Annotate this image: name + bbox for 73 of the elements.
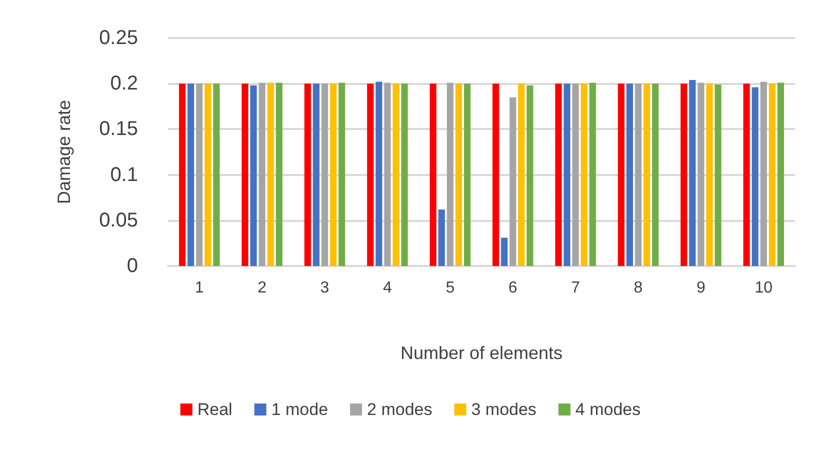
bar (518, 84, 525, 266)
bar (752, 87, 758, 266)
x-tick-label: 10 (754, 280, 773, 296)
bar (430, 84, 436, 266)
legend-label: 1 mode (271, 400, 328, 419)
bar (572, 84, 579, 266)
legend-label: 4 modes (575, 400, 641, 419)
bar (644, 84, 650, 266)
bar (743, 84, 750, 266)
bar (401, 84, 408, 266)
y-tick-label: 0.15 (99, 118, 138, 140)
y-tick-label: 0.1 (110, 164, 138, 186)
bar (204, 84, 212, 266)
bar (626, 84, 633, 266)
y-axis-title: Damage rate (54, 100, 74, 204)
bar (706, 84, 713, 266)
x-tick-label: 2 (258, 280, 267, 296)
bar (455, 84, 462, 266)
x-tick-label: 5 (446, 280, 455, 296)
bar (492, 84, 500, 266)
bar (384, 82, 391, 266)
x-tick-label: 8 (634, 280, 643, 296)
bar (438, 209, 445, 266)
bar (652, 84, 659, 266)
x-tick-label: 1 (194, 280, 204, 296)
bar (321, 84, 328, 266)
bar (242, 84, 248, 266)
bar (276, 82, 282, 266)
bar (510, 97, 516, 266)
legend-label: Real (197, 400, 232, 419)
bar (501, 238, 508, 266)
bar (367, 84, 374, 266)
bar (330, 84, 337, 266)
bar (312, 84, 320, 266)
bar (213, 84, 220, 266)
x-tick-label: 4 (382, 280, 392, 296)
bar (250, 85, 257, 266)
bar (196, 84, 203, 266)
bar (689, 80, 696, 266)
bar (464, 84, 471, 266)
bar (555, 84, 562, 266)
bar (338, 82, 346, 266)
bar (777, 82, 784, 266)
bar (188, 84, 194, 266)
bar (446, 82, 454, 266)
x-tick-label: 9 (696, 280, 706, 296)
bar (589, 82, 596, 266)
x-axis-title: Number of elements (400, 343, 563, 363)
bar (178, 84, 186, 266)
bar (304, 84, 311, 266)
x-tick-label: 3 (320, 280, 330, 296)
bar (564, 84, 570, 266)
bar (698, 82, 704, 266)
bar (618, 84, 624, 266)
legend-label: 3 modes (471, 400, 536, 419)
x-tick-label: 7 (571, 280, 580, 296)
legend-label: 2 modes (367, 400, 432, 419)
bar (392, 84, 400, 266)
bar (714, 84, 722, 266)
y-tick-label: 0.2 (110, 72, 138, 95)
bar (580, 84, 588, 266)
bar (267, 82, 274, 266)
bar (258, 82, 266, 266)
y-tick-label: 0.25 (99, 27, 138, 49)
bar (634, 84, 642, 266)
y-tick-label: 0.05 (99, 209, 138, 232)
bar (526, 85, 534, 266)
bar (760, 82, 767, 266)
x-tick-label: 6 (508, 280, 518, 296)
y-tick-label: 0 (126, 255, 138, 277)
bar (768, 84, 776, 266)
bar (376, 82, 382, 266)
bar (680, 84, 688, 266)
